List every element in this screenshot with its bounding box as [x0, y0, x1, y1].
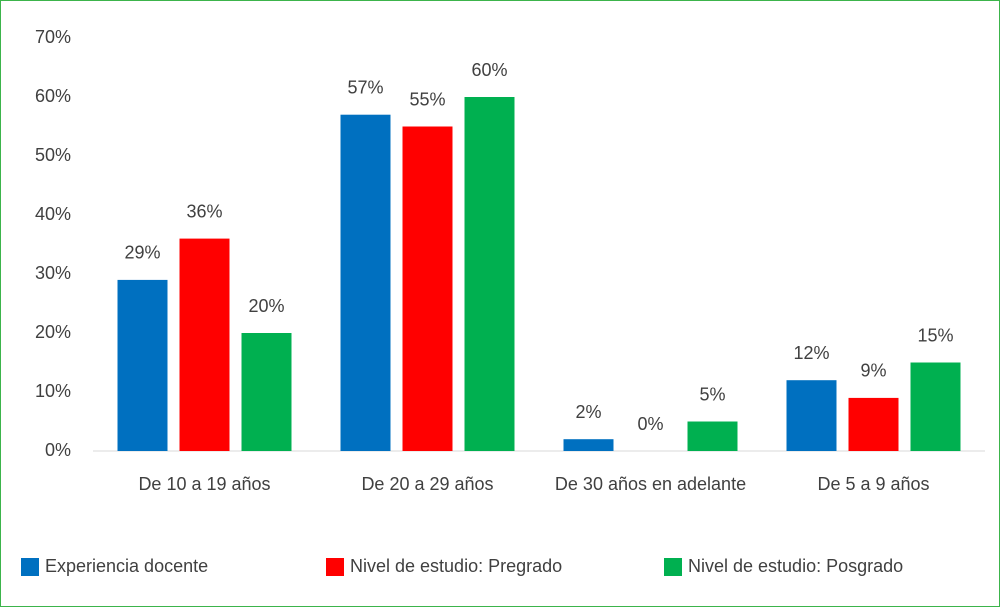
legend-label: Experiencia docente [45, 556, 208, 576]
y-tick-label: 20% [35, 322, 71, 342]
data-label: 2% [575, 402, 601, 422]
data-label: 5% [699, 384, 725, 404]
bar [340, 114, 391, 451]
x-tick-label: De 10 a 19 años [138, 474, 271, 494]
bar [848, 397, 899, 451]
bar [786, 380, 837, 451]
data-label: 60% [471, 60, 507, 80]
bar [241, 333, 292, 451]
y-tick-label: 40% [35, 204, 71, 224]
data-label: 29% [124, 243, 160, 263]
data-label: 20% [248, 296, 284, 316]
data-label: 36% [186, 201, 222, 221]
bar [179, 238, 230, 451]
bar [402, 126, 453, 451]
legend-swatch [21, 558, 39, 576]
y-tick-label: 60% [35, 86, 71, 106]
data-label: 9% [860, 361, 886, 381]
legend-swatch [664, 558, 682, 576]
bar [687, 421, 738, 451]
y-tick-label: 30% [35, 263, 71, 283]
x-tick-label: De 20 a 29 años [361, 474, 494, 494]
bar [910, 362, 961, 451]
legend-label: Nivel de estudio: Pregrado [350, 556, 562, 576]
y-tick-label: 10% [35, 381, 71, 401]
bar [563, 439, 614, 451]
data-label: 57% [347, 77, 383, 97]
data-label: 0% [637, 414, 663, 434]
bar [117, 279, 168, 451]
y-tick-label: 50% [35, 145, 71, 165]
data-label: 55% [409, 89, 445, 109]
x-tick-label: De 30 años en adelante [554, 474, 747, 494]
data-label: 15% [917, 325, 953, 345]
x-tick-label: De 5 a 9 años [817, 474, 930, 494]
y-tick-label: 70% [35, 27, 71, 47]
bar [464, 97, 515, 451]
legend-swatch [326, 558, 344, 576]
data-label: 12% [793, 343, 829, 363]
y-tick-label: 0% [45, 440, 71, 460]
legend-label: Nivel de estudio: Posgrado [688, 556, 903, 576]
